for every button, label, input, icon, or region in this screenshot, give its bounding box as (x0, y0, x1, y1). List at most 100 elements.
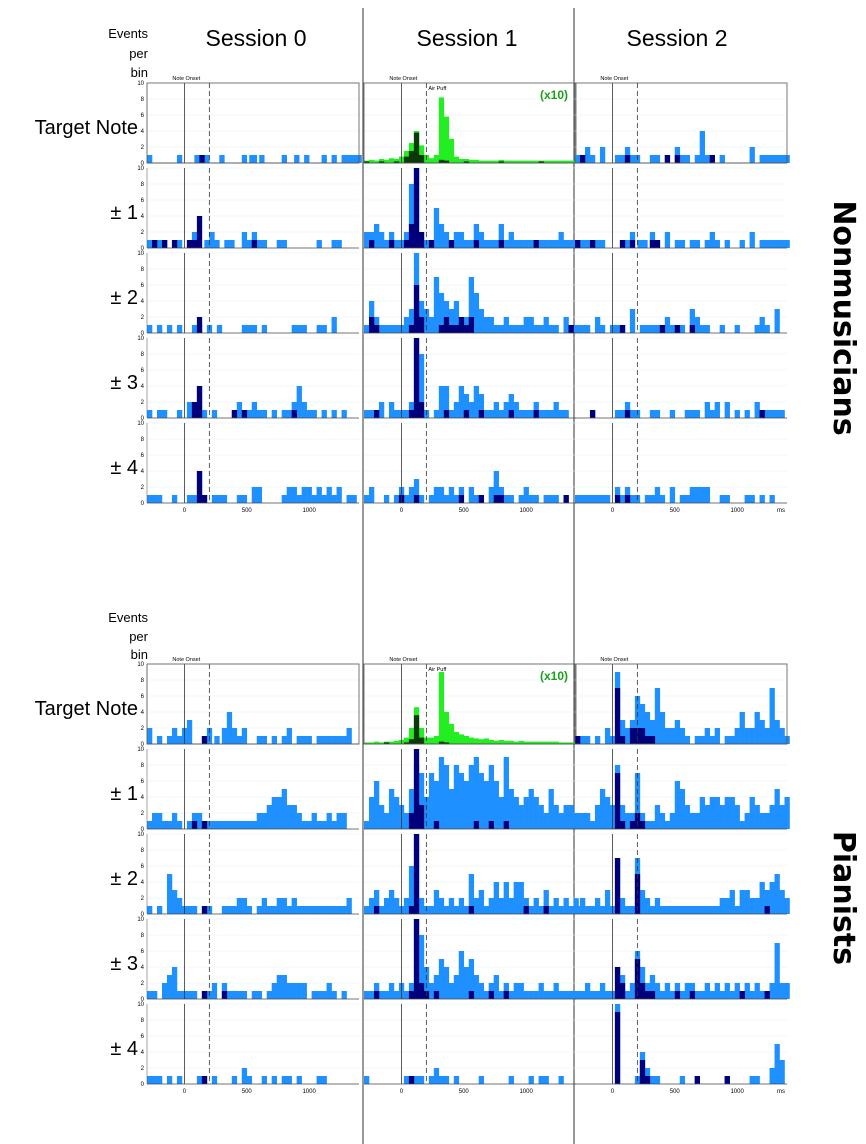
bar-green (498, 740, 504, 744)
bar-light (523, 410, 529, 418)
bar-light (724, 402, 730, 418)
bar-green (468, 159, 475, 163)
bar-light (639, 890, 646, 914)
x-tick-label: 500 (670, 1089, 681, 1095)
x-tick-label: 1000 (519, 508, 533, 514)
bar-light (364, 1076, 370, 1084)
bar-light (599, 495, 606, 503)
y-tick-label: 4 (141, 299, 145, 305)
bar-dark (458, 495, 465, 503)
bar-light (575, 495, 581, 503)
bar-light (201, 410, 208, 418)
bar-light (241, 1068, 248, 1084)
row-label: ± 2 (110, 287, 138, 309)
bar-light (231, 906, 238, 914)
histogram-panel (364, 918, 579, 1000)
histogram-panel: Note Onset Air Puff (x10) (363, 657, 579, 745)
bar-light (364, 906, 370, 914)
bar-dark (694, 1076, 701, 1084)
bar-green (403, 737, 410, 744)
bar-dark (503, 821, 509, 829)
bar-green (458, 734, 465, 744)
bar-light (296, 325, 302, 333)
bar-light (326, 736, 332, 744)
bar-light (156, 736, 163, 744)
bar-light (568, 240, 574, 248)
bar-light (774, 410, 780, 418)
bar-light (548, 495, 554, 503)
bar-light (709, 797, 715, 829)
bar-light (364, 232, 370, 248)
bar-light (331, 821, 337, 829)
bar-dark (614, 1012, 621, 1084)
bar-dark (428, 240, 435, 248)
bar-light (301, 487, 307, 503)
bar-light (584, 240, 591, 248)
bar-dark (644, 1076, 651, 1084)
bar-light (784, 797, 790, 829)
bar-light (644, 821, 651, 829)
bar-green (518, 740, 524, 744)
bar-light (433, 277, 440, 333)
bar-light (231, 728, 238, 744)
bar-light (196, 1076, 203, 1084)
bar-light (664, 906, 671, 914)
bar-light (418, 354, 425, 418)
bar-light (654, 898, 661, 914)
bar-dark (468, 991, 475, 999)
bar-light (478, 232, 485, 248)
row-label: ± 1 (110, 202, 138, 224)
bar-light (331, 495, 337, 503)
bar-green (453, 732, 460, 744)
y-axis-label-line1: Events (108, 610, 148, 625)
bar-green (438, 672, 445, 744)
bar-light (161, 983, 168, 999)
bar-light (209, 232, 215, 248)
bar-light (699, 131, 705, 163)
bar-light (211, 1076, 218, 1084)
bar-light (538, 983, 544, 999)
y-tick-label: 10 (137, 81, 144, 87)
bar-light (147, 821, 153, 829)
bar-light (438, 224, 445, 248)
bar-light (458, 773, 465, 829)
bar-light (301, 983, 307, 999)
bar-light (241, 821, 248, 829)
histogram-panel (575, 167, 790, 249)
bar-light (558, 813, 564, 829)
bar-dark (619, 240, 626, 248)
bar-light (624, 991, 631, 999)
bar-light (281, 898, 287, 914)
bar-light (147, 728, 153, 744)
bar-light (156, 813, 163, 829)
y-tick-label: 8 (141, 933, 145, 939)
session-0-title: Session 0 (205, 25, 306, 51)
bar-light (558, 1076, 564, 1084)
bar-light (306, 487, 312, 503)
bar-light (271, 410, 277, 418)
bar-light (453, 975, 460, 999)
bar-light (684, 983, 691, 999)
bar-light (433, 890, 440, 914)
histogram-panel: 0 500 1000 (364, 422, 576, 514)
bar-light (433, 487, 440, 503)
bar-light (276, 898, 282, 914)
bar-light (669, 487, 676, 503)
bar-green (478, 160, 485, 163)
bar-light (204, 240, 210, 248)
bar-dark (408, 410, 415, 418)
bar-light (251, 487, 258, 503)
row-label: Target Note (35, 117, 138, 139)
bar-light (619, 155, 626, 163)
bar-light (493, 975, 499, 999)
y-tick-label: 0 (141, 501, 145, 507)
y-tick-label: 10 (137, 421, 144, 427)
bar-light (689, 813, 696, 829)
bar-light (321, 325, 327, 333)
y-tick-label: 8 (141, 848, 145, 854)
bar-light (518, 495, 524, 503)
bar-dark (508, 410, 514, 418)
bar-light (291, 898, 297, 914)
bar-light (346, 728, 352, 744)
bar-light (769, 495, 775, 503)
